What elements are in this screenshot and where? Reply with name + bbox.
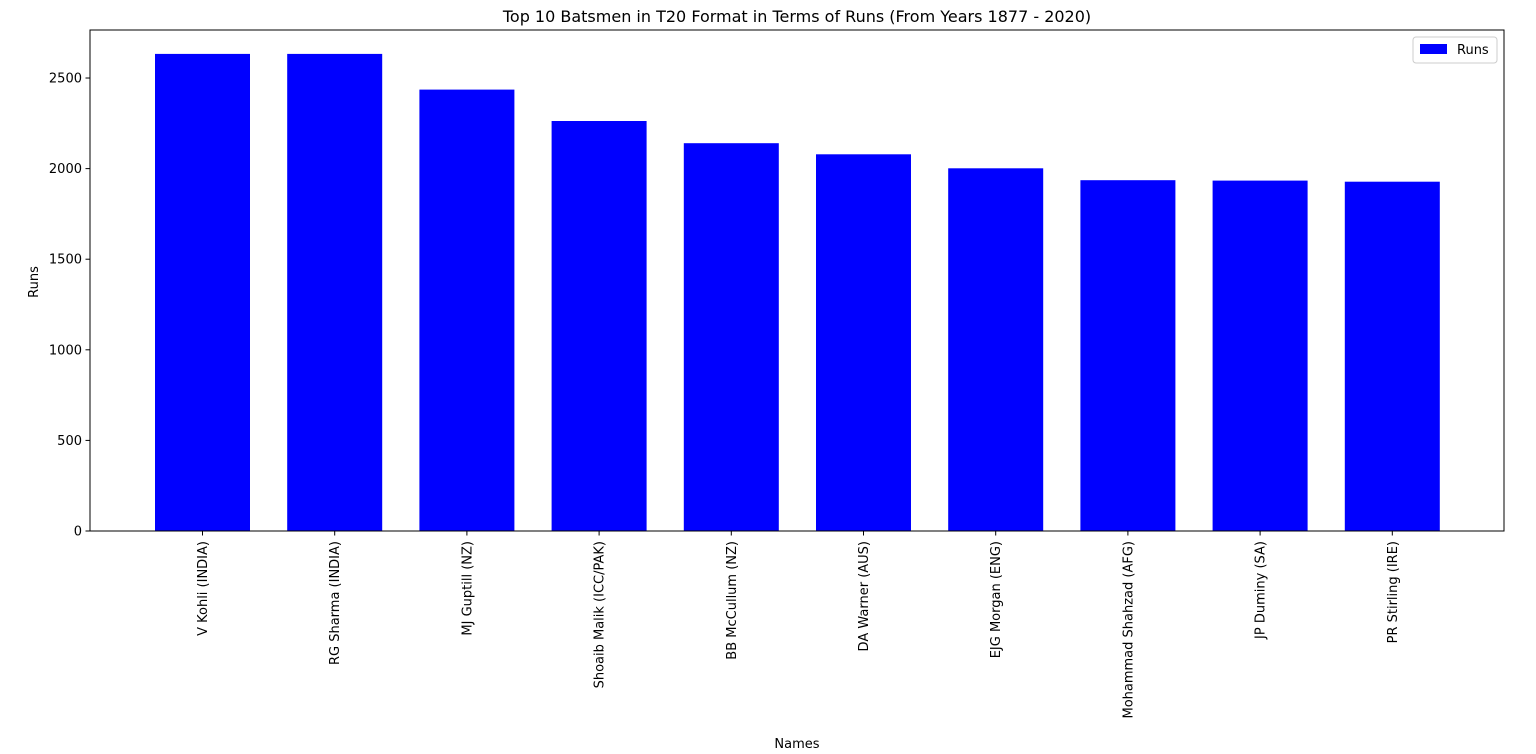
y-tick-label: 1500 <box>49 253 82 268</box>
bar <box>948 168 1044 532</box>
bar <box>287 53 383 532</box>
x-tick-label: BB McCullum (NZ) <box>725 541 740 660</box>
bar <box>683 143 779 531</box>
y-axis: 0 500 1000 1500 2000 2500 <box>49 72 90 540</box>
x-tick-label: Shoaib Malik (ICC/PAK) <box>593 541 608 688</box>
bar <box>1212 180 1308 531</box>
x-tick-label: PR Stirling (IRE) <box>1386 541 1401 643</box>
y-tick-label: 0 <box>74 525 82 540</box>
bar <box>1344 181 1440 531</box>
legend: Runs <box>1412 36 1498 64</box>
y-tick-label: 1000 <box>49 343 82 358</box>
bar <box>551 121 647 531</box>
x-axis-label: Names <box>774 737 819 752</box>
x-tick-label: Mohammad Shahzad (AFG) <box>1121 541 1136 719</box>
legend-frame <box>1412 36 1498 64</box>
x-tick-label: JP Duminy (SA) <box>1254 541 1269 640</box>
chart-title: Top 10 Batsmen in T20 Format in Terms of… <box>502 7 1091 26</box>
legend-swatch <box>1420 44 1447 54</box>
y-tick-label: 2000 <box>49 162 82 177</box>
bar <box>816 154 911 532</box>
bar <box>1080 180 1176 531</box>
y-axis-label: Runs <box>27 266 42 298</box>
bar <box>419 89 515 531</box>
x-tick-label: DA Warner (AUS) <box>857 541 872 651</box>
plot-frame <box>89 29 1505 532</box>
x-tick-label: EJG Morgan (ENG) <box>989 541 1004 658</box>
x-tick-label: MJ Guptill (NZ) <box>460 541 475 636</box>
x-tick-label: V Kohli (INDIA) <box>196 541 211 636</box>
bars-layer <box>155 53 1440 532</box>
bar <box>155 53 250 532</box>
y-tick-label: 500 <box>57 434 82 449</box>
legend-label: Runs <box>1457 43 1489 58</box>
x-axis: V Kohli (INDIA) RG Sharma (INDIA) MJ Gupti… <box>196 531 1401 719</box>
x-tick-label: RG Sharma (INDIA) <box>328 541 343 665</box>
y-tick-label: 2500 <box>49 72 82 87</box>
